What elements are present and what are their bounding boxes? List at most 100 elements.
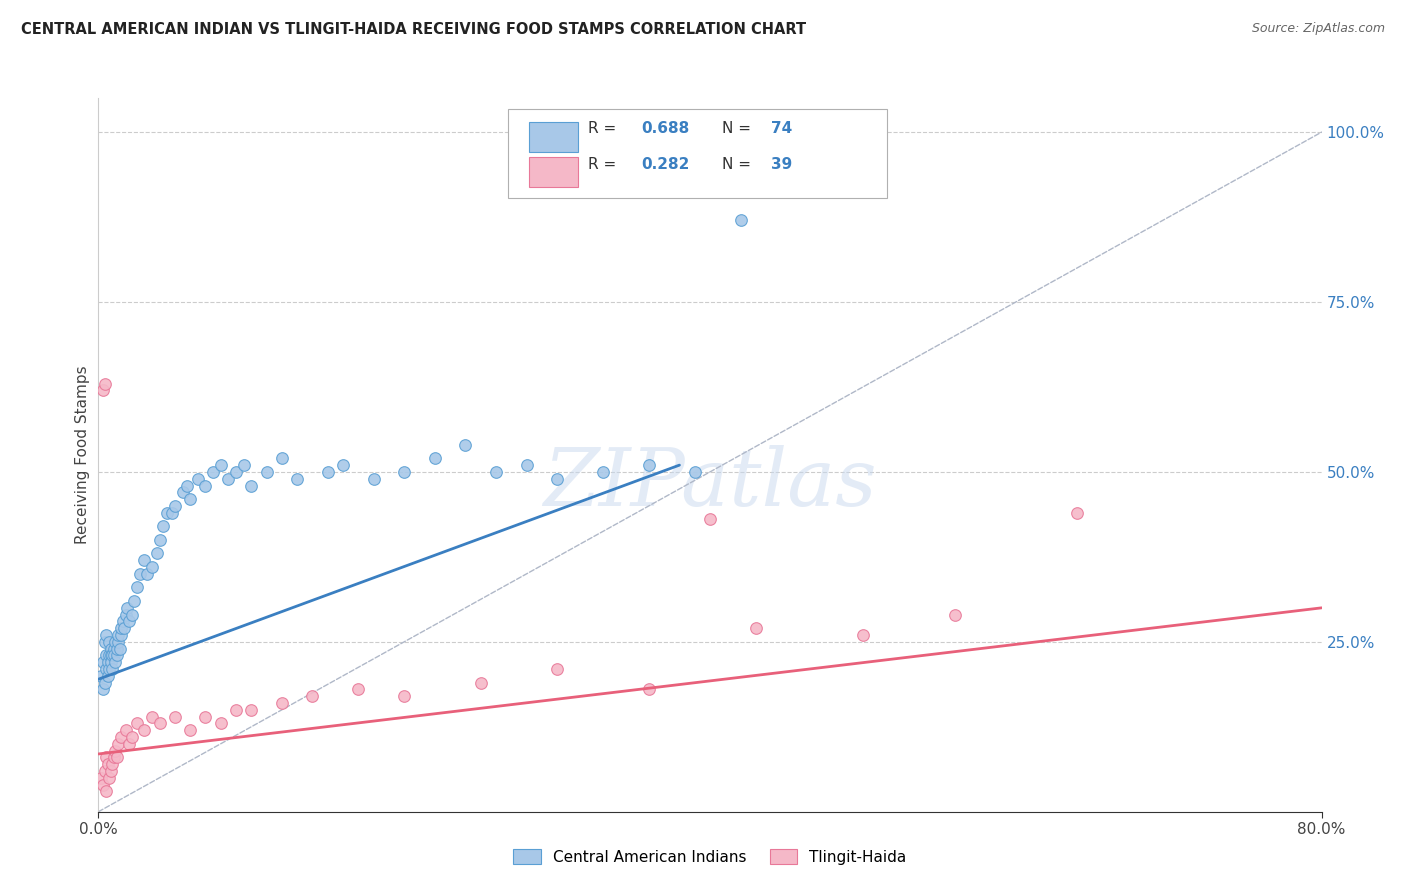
Text: R =: R = bbox=[588, 157, 621, 172]
Legend: Central American Indians, Tlingit-Haida: Central American Indians, Tlingit-Haida bbox=[513, 849, 907, 864]
Point bbox=[125, 716, 148, 731]
Point bbox=[470, 675, 492, 690]
Point bbox=[363, 472, 385, 486]
Point bbox=[105, 648, 128, 663]
Point bbox=[1066, 506, 1088, 520]
Point bbox=[209, 716, 232, 731]
Point bbox=[94, 750, 117, 764]
Point bbox=[94, 648, 117, 663]
Point bbox=[285, 472, 308, 486]
Point bbox=[97, 655, 120, 669]
Point bbox=[110, 628, 132, 642]
Text: CENTRAL AMERICAN INDIAN VS TLINGIT-HAIDA RECEIVING FOOD STAMPS CORRELATION CHART: CENTRAL AMERICAN INDIAN VS TLINGIT-HAIDA… bbox=[21, 22, 806, 37]
Point bbox=[172, 485, 194, 500]
Point bbox=[98, 662, 121, 676]
Point bbox=[179, 723, 201, 738]
Point bbox=[110, 621, 132, 635]
Point bbox=[145, 546, 167, 560]
Point bbox=[745, 621, 768, 635]
Point bbox=[101, 662, 124, 676]
Point bbox=[118, 737, 141, 751]
Text: N =: N = bbox=[723, 157, 756, 172]
Point bbox=[115, 607, 138, 622]
Text: 39: 39 bbox=[772, 157, 793, 172]
Point bbox=[118, 615, 141, 629]
FancyBboxPatch shape bbox=[508, 109, 887, 198]
Point bbox=[149, 716, 172, 731]
Point bbox=[108, 641, 131, 656]
Point bbox=[270, 451, 292, 466]
Point bbox=[136, 566, 159, 581]
Point bbox=[240, 703, 263, 717]
Point bbox=[852, 628, 875, 642]
Point bbox=[546, 472, 568, 486]
Point bbox=[107, 737, 129, 751]
Point bbox=[163, 709, 186, 723]
Point bbox=[94, 784, 117, 798]
Point bbox=[163, 499, 186, 513]
Point bbox=[91, 682, 114, 697]
Point bbox=[485, 465, 508, 479]
Point bbox=[392, 465, 416, 479]
Point bbox=[156, 506, 179, 520]
Point bbox=[103, 750, 125, 764]
Point bbox=[93, 376, 115, 391]
Text: 74: 74 bbox=[772, 121, 793, 136]
Point bbox=[392, 689, 416, 703]
Point bbox=[90, 771, 112, 785]
Point bbox=[104, 655, 127, 669]
Point bbox=[332, 458, 354, 472]
Point bbox=[134, 723, 156, 738]
Point bbox=[91, 655, 114, 669]
Point bbox=[301, 689, 323, 703]
Point bbox=[105, 750, 128, 764]
Point bbox=[194, 478, 217, 492]
Point bbox=[93, 675, 115, 690]
Text: 0.282: 0.282 bbox=[641, 157, 690, 172]
Point bbox=[194, 709, 217, 723]
Point bbox=[100, 764, 122, 778]
Point bbox=[347, 682, 370, 697]
Point bbox=[637, 682, 661, 697]
Point bbox=[454, 438, 477, 452]
Point bbox=[103, 648, 125, 663]
FancyBboxPatch shape bbox=[529, 157, 578, 187]
Point bbox=[90, 669, 112, 683]
Point bbox=[101, 648, 124, 663]
Point bbox=[98, 635, 121, 649]
Text: Source: ZipAtlas.com: Source: ZipAtlas.com bbox=[1251, 22, 1385, 36]
FancyBboxPatch shape bbox=[529, 121, 578, 152]
Point bbox=[240, 478, 263, 492]
Point bbox=[110, 730, 132, 744]
Point bbox=[423, 451, 446, 466]
Point bbox=[100, 648, 122, 663]
Point bbox=[225, 703, 247, 717]
Point bbox=[546, 662, 568, 676]
Point bbox=[91, 778, 114, 792]
Point bbox=[592, 465, 614, 479]
Point bbox=[202, 465, 225, 479]
Point bbox=[256, 465, 278, 479]
Point bbox=[94, 662, 117, 676]
Point bbox=[141, 709, 163, 723]
Point bbox=[93, 764, 115, 778]
Text: ZIPatlas: ZIPatlas bbox=[543, 445, 877, 522]
Point bbox=[225, 465, 247, 479]
Point bbox=[105, 641, 128, 656]
Point bbox=[149, 533, 172, 547]
Point bbox=[128, 566, 150, 581]
Point bbox=[232, 458, 254, 472]
Point bbox=[115, 723, 138, 738]
Point bbox=[179, 492, 201, 507]
Point bbox=[141, 560, 163, 574]
Point bbox=[103, 641, 125, 656]
Point bbox=[98, 648, 121, 663]
Point bbox=[637, 458, 661, 472]
Point bbox=[93, 635, 115, 649]
Point bbox=[160, 506, 183, 520]
Text: R =: R = bbox=[588, 121, 621, 136]
Point bbox=[125, 581, 148, 595]
Point bbox=[121, 607, 143, 622]
Point bbox=[683, 465, 706, 479]
Point bbox=[97, 757, 120, 772]
